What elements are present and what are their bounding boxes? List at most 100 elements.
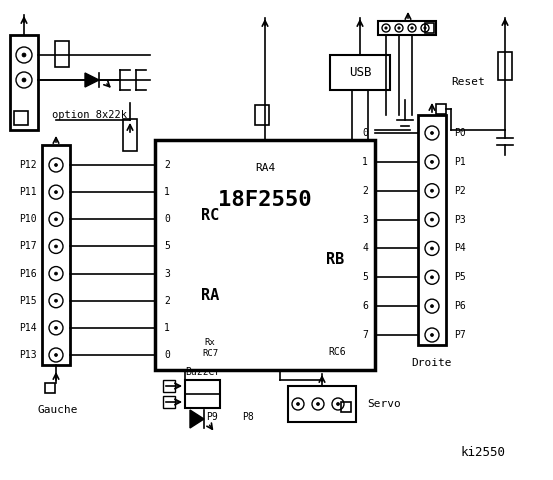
Circle shape bbox=[430, 247, 434, 250]
Text: P4: P4 bbox=[454, 243, 466, 253]
Circle shape bbox=[55, 272, 58, 275]
Circle shape bbox=[332, 398, 344, 410]
Circle shape bbox=[49, 158, 63, 172]
Text: RB: RB bbox=[326, 252, 344, 267]
Bar bbox=[163, 380, 175, 392]
Circle shape bbox=[424, 27, 426, 29]
Text: P6: P6 bbox=[454, 301, 466, 311]
Circle shape bbox=[55, 326, 58, 329]
Polygon shape bbox=[190, 410, 204, 428]
Bar bbox=[163, 396, 175, 408]
Text: 1: 1 bbox=[164, 187, 170, 197]
Circle shape bbox=[398, 27, 400, 29]
Circle shape bbox=[55, 164, 58, 167]
Text: RA4: RA4 bbox=[255, 163, 275, 173]
Bar bbox=[288, 386, 356, 422]
Circle shape bbox=[22, 53, 26, 57]
Circle shape bbox=[49, 185, 63, 199]
Text: P15: P15 bbox=[19, 296, 37, 306]
Circle shape bbox=[425, 299, 439, 313]
Text: 0: 0 bbox=[164, 350, 170, 360]
Polygon shape bbox=[85, 73, 99, 87]
Circle shape bbox=[382, 24, 390, 32]
Text: 1: 1 bbox=[362, 157, 368, 167]
Text: P11: P11 bbox=[19, 187, 37, 197]
Circle shape bbox=[425, 270, 439, 284]
Bar bbox=[10, 35, 38, 130]
Circle shape bbox=[16, 72, 32, 88]
Text: P14: P14 bbox=[19, 323, 37, 333]
Bar bbox=[14, 111, 28, 125]
Circle shape bbox=[425, 241, 439, 255]
Circle shape bbox=[430, 305, 434, 308]
Circle shape bbox=[425, 213, 439, 227]
Text: 5: 5 bbox=[362, 272, 368, 282]
Circle shape bbox=[55, 191, 58, 193]
Circle shape bbox=[411, 27, 413, 29]
Text: 18F2550: 18F2550 bbox=[218, 190, 312, 210]
Bar bbox=[378, 21, 436, 35]
Text: RA: RA bbox=[201, 288, 219, 302]
Bar bbox=[42, 145, 70, 365]
Text: P12: P12 bbox=[19, 160, 37, 170]
Text: 1: 1 bbox=[164, 323, 170, 333]
Bar bbox=[436, 104, 446, 114]
Text: RC: RC bbox=[201, 207, 219, 223]
Circle shape bbox=[16, 47, 32, 63]
Text: P13: P13 bbox=[19, 350, 37, 360]
Circle shape bbox=[425, 184, 439, 198]
Text: USB: USB bbox=[349, 66, 371, 79]
Circle shape bbox=[430, 160, 434, 163]
Circle shape bbox=[430, 334, 434, 336]
Text: P3: P3 bbox=[454, 215, 466, 225]
Circle shape bbox=[385, 27, 387, 29]
Text: 7: 7 bbox=[362, 330, 368, 340]
Circle shape bbox=[430, 189, 434, 192]
Text: 3: 3 bbox=[164, 269, 170, 278]
Circle shape bbox=[316, 403, 320, 406]
Text: P2: P2 bbox=[454, 186, 466, 196]
Text: P16: P16 bbox=[19, 269, 37, 278]
Circle shape bbox=[292, 398, 304, 410]
Circle shape bbox=[22, 78, 26, 82]
Circle shape bbox=[55, 353, 58, 357]
Text: 5: 5 bbox=[164, 241, 170, 252]
Text: 0: 0 bbox=[362, 128, 368, 138]
Text: P5: P5 bbox=[454, 272, 466, 282]
Circle shape bbox=[55, 299, 58, 302]
Bar bbox=[418, 115, 446, 345]
Circle shape bbox=[425, 126, 439, 140]
Circle shape bbox=[55, 218, 58, 221]
Bar bbox=[341, 402, 351, 412]
Text: ki2550: ki2550 bbox=[461, 445, 505, 458]
Bar bbox=[255, 105, 269, 125]
Circle shape bbox=[49, 294, 63, 308]
Text: 3: 3 bbox=[362, 215, 368, 225]
Circle shape bbox=[336, 403, 340, 406]
Text: 2: 2 bbox=[164, 296, 170, 306]
Circle shape bbox=[425, 328, 439, 342]
Bar bbox=[45, 383, 55, 393]
Text: Droite: Droite bbox=[412, 358, 452, 368]
Circle shape bbox=[49, 321, 63, 335]
Circle shape bbox=[49, 240, 63, 253]
Text: Servo: Servo bbox=[367, 399, 401, 409]
Bar bbox=[123, 119, 137, 151]
Circle shape bbox=[312, 398, 324, 410]
Text: option 8x22k: option 8x22k bbox=[53, 110, 128, 120]
Circle shape bbox=[49, 348, 63, 362]
Text: P10: P10 bbox=[19, 214, 37, 224]
Circle shape bbox=[421, 24, 429, 32]
Bar bbox=[425, 23, 434, 33]
Text: P0: P0 bbox=[454, 128, 466, 138]
Circle shape bbox=[296, 403, 300, 406]
Circle shape bbox=[395, 24, 403, 32]
Circle shape bbox=[430, 276, 434, 279]
Text: 0: 0 bbox=[164, 214, 170, 224]
Text: P1: P1 bbox=[454, 157, 466, 167]
Bar bbox=[55, 41, 69, 67]
Text: Buzzer: Buzzer bbox=[185, 367, 220, 377]
Circle shape bbox=[55, 245, 58, 248]
Text: 6: 6 bbox=[362, 301, 368, 311]
Text: 4: 4 bbox=[362, 243, 368, 253]
